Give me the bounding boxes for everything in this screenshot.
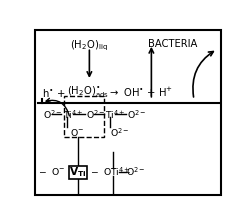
Text: O$^{2-}$: O$^{2-}$ xyxy=(110,126,130,139)
Text: Ti$^{4+}$: Ti$^{4+}$ xyxy=(63,108,84,121)
Text: O$^{-}$: O$^{-}$ xyxy=(70,127,85,138)
Text: O$^{2-}$: O$^{2-}$ xyxy=(126,165,146,178)
Text: Ti$^{4+}$: Ti$^{4+}$ xyxy=(110,165,130,178)
Text: O$^{2-}$: O$^{2-}$ xyxy=(127,108,146,121)
Text: (H$_2$O)$_{\mathregular{liq}}$: (H$_2$O)$_{\mathregular{liq}}$ xyxy=(70,39,108,53)
Text: $-$  O$^{-}$  $-$: $-$ O$^{-}$ $-$ xyxy=(90,166,132,177)
Text: h$^{\bullet}$ +: h$^{\bullet}$ + xyxy=(42,87,66,99)
Text: $-$  O$^{-}$  $-$: $-$ O$^{-}$ $-$ xyxy=(38,166,79,177)
Text: BACTERIA: BACTERIA xyxy=(148,39,198,49)
Bar xyxy=(64,96,104,137)
Text: $\rightarrow$ OH$^{\bullet}$ + H$^{+}$: $\rightarrow$ OH$^{\bullet}$ + H$^{+}$ xyxy=(108,86,173,99)
Text: V$_{\mathregular{Ti}}$: V$_{\mathregular{Ti}}$ xyxy=(69,165,86,179)
Text: O$^{2-}$: O$^{2-}$ xyxy=(43,108,63,121)
Text: O$^{2-}$: O$^{2-}$ xyxy=(86,108,105,121)
Bar xyxy=(69,166,87,179)
Text: (H$_2$O)$^{\bullet}_{\mathregular{ads}}$: (H$_2$O)$^{\bullet}_{\mathregular{ads}}$ xyxy=(67,84,109,99)
Text: Ti$^{4+}$: Ti$^{4+}$ xyxy=(105,108,126,121)
